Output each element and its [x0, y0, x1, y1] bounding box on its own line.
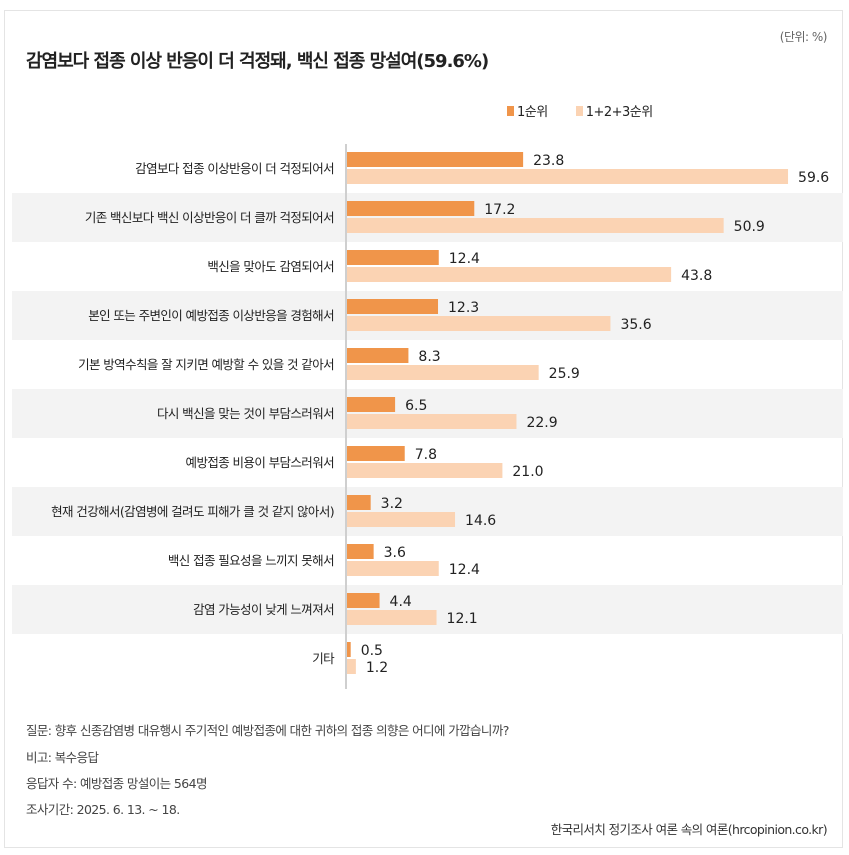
footer-source: 한국리서치 정기조사 여론 속의 여론(hrcopinion.co.kr)	[550, 822, 828, 837]
bar-rank123	[347, 169, 789, 184]
category-label: 기존 백신보다 백신 이상반응이 더 클까 걱정되어서	[85, 210, 334, 225]
category-label: 백신 접종 필요성을 느끼지 못해서	[168, 553, 334, 568]
row-stripe	[12, 585, 843, 634]
bar-rank1	[347, 593, 380, 608]
category-label: 백신을 맞아도 감염되어서	[207, 259, 334, 274]
footer-period: 조사기간: 2025. 6. 13. ~ 18.	[26, 802, 180, 817]
bar-rank1	[347, 299, 439, 314]
data-label-rank1: 7.8	[415, 447, 437, 463]
data-label-rank1: 23.8	[533, 153, 564, 169]
bar-rank1	[347, 152, 524, 167]
category-label: 기본 방역수칙을 잘 지키면 예방할 수 있을 것 같아서	[78, 357, 334, 372]
bar-rank123	[347, 463, 503, 478]
data-label-rank123: 50.9	[734, 219, 765, 235]
bar-rank123	[347, 610, 437, 625]
category-label: 현재 건강해서(감염병에 걸려도 피해가 클 것 같지 않아서)	[51, 504, 334, 519]
category-label: 예방접종 비용이 부담스러워서	[186, 455, 334, 470]
chart-title: 감염보다 접종 이상 반응이 더 걱정돼, 백신 접종 망설여(59.6%)	[26, 51, 489, 72]
bar-rank123	[347, 365, 539, 380]
legend-swatch-rank1	[507, 105, 514, 116]
data-label-rank1: 0.5	[361, 643, 383, 659]
bar-rank123	[347, 561, 439, 576]
bar-rank1	[347, 642, 351, 657]
row-stripe	[12, 389, 843, 438]
unit-label: (단위: %)	[779, 30, 828, 44]
legend-item-rank1: 1순위	[507, 101, 548, 120]
data-label-rank123: 1.2	[366, 660, 388, 676]
data-label-rank123: 21.0	[512, 464, 543, 480]
bar-rank1	[347, 397, 396, 412]
bar-rank123	[347, 316, 611, 331]
category-label: 감염보다 접종 이상반응이 더 걱정되어서	[135, 161, 334, 176]
data-label-rank123: 22.9	[526, 415, 557, 431]
bar-rank1	[347, 544, 374, 559]
category-label: 다시 백신을 맞는 것이 부담스러워서	[157, 406, 334, 421]
data-label-rank123: 35.6	[620, 317, 651, 333]
legend-label-rank123: 1+2+3순위	[585, 105, 654, 120]
bar-rank1	[347, 446, 405, 461]
bar-rank123	[347, 512, 456, 527]
data-label-rank123: 25.9	[549, 366, 580, 382]
data-label-rank1: 4.4	[390, 594, 412, 610]
data-label-rank1: 3.6	[384, 545, 406, 561]
footer-question: 질문: 향후 신종감염병 대유행시 주기적인 예방접종에 대한 귀하의 접종 의…	[26, 723, 509, 738]
category-label: 기타	[312, 651, 335, 666]
bar-rank1	[347, 348, 409, 363]
footer-note: 비고: 복수응답	[26, 750, 99, 765]
legend-swatch-rank123	[575, 105, 583, 116]
category-label: 감염 가능성이 낮게 느껴져서	[193, 602, 334, 617]
data-label-rank1: 12.4	[449, 251, 480, 267]
row-stripe	[12, 487, 843, 536]
bar-rank123	[347, 267, 672, 282]
data-label-rank1: 12.3	[448, 300, 479, 316]
footer-respondents: 응답자 수: 예방접종 망설이는 564명	[26, 776, 207, 791]
bar-rank123	[347, 414, 517, 429]
data-label-rank1: 6.5	[405, 398, 427, 414]
data-label-rank123: 12.4	[449, 562, 480, 578]
data-label-rank123: 59.6	[798, 170, 829, 186]
bar-rank1	[347, 201, 475, 216]
data-label-rank123: 43.8	[681, 268, 712, 284]
category-label: 본인 또는 주변인이 예방접종 이상반응을 경험해서	[88, 308, 334, 323]
bar-rank123	[347, 659, 356, 674]
bar-rank1	[347, 495, 371, 510]
legend-item-rank123: 1+2+3순위	[575, 101, 654, 120]
legend: 1순위 1+2+3순위	[507, 101, 653, 120]
bar-rank1	[347, 250, 439, 265]
data-label-rank123: 12.1	[447, 611, 478, 627]
legend-label-rank1: 1순위	[517, 105, 548, 120]
data-label-rank1: 3.2	[381, 496, 403, 512]
data-label-rank1: 17.2	[484, 202, 515, 218]
data-label-rank123: 14.6	[465, 513, 496, 529]
bar-rank123	[347, 218, 724, 233]
data-label-rank1: 8.3	[418, 349, 440, 365]
